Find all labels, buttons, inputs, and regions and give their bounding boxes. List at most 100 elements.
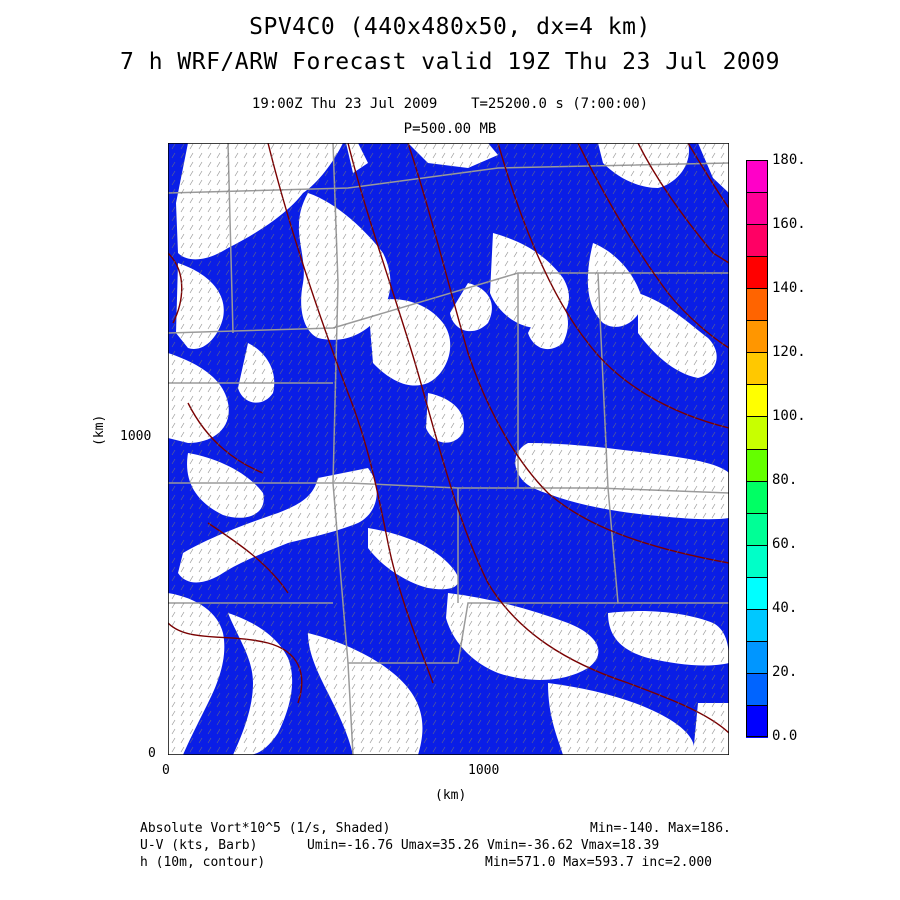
wind-barb	[270, 584, 275, 591]
wind-barb	[459, 269, 464, 276]
wind-barb	[414, 593, 419, 600]
wind-barb	[225, 206, 230, 213]
wind-barb	[450, 350, 455, 357]
wind-barb	[288, 368, 293, 375]
wind-barb	[288, 656, 293, 663]
wind-barb	[396, 566, 401, 573]
wind-barb	[711, 683, 716, 690]
wind-barb	[711, 548, 716, 555]
wind-barb	[441, 242, 446, 249]
wind-barb	[477, 737, 482, 744]
wind-barb	[603, 242, 608, 249]
wind-barb	[423, 206, 428, 213]
wind-barb	[549, 170, 554, 177]
wind-barb	[432, 656, 437, 663]
wind-barb	[477, 611, 482, 618]
wind-barb	[405, 368, 410, 375]
wind-barb	[558, 593, 563, 600]
wind-barb	[324, 737, 329, 744]
wind-barb	[252, 458, 257, 465]
wind-barb	[567, 458, 572, 465]
wind-barb	[243, 665, 248, 672]
wind-barb	[468, 323, 473, 330]
wind-barb	[189, 278, 194, 285]
wind-barb	[225, 467, 230, 474]
wind-barb	[459, 512, 464, 519]
wind-barb	[495, 629, 500, 636]
wind-barb	[522, 143, 527, 150]
wind-barb	[513, 485, 518, 492]
wind-barb	[477, 683, 482, 690]
wind-barb	[621, 557, 626, 564]
wind-barb	[594, 746, 599, 753]
wind-barb	[243, 215, 248, 222]
wind-barb	[351, 620, 356, 627]
wind-barb	[387, 440, 392, 447]
wind-barb	[342, 602, 347, 609]
wind-barb	[432, 179, 437, 186]
wind-barb	[684, 566, 689, 573]
wind-barb	[693, 737, 698, 744]
wind-barb	[450, 683, 455, 690]
wind-barb	[621, 458, 626, 465]
wind-barb	[252, 368, 257, 375]
wind-barb	[198, 323, 203, 330]
wind-barb	[657, 188, 662, 195]
wind-barb	[486, 602, 491, 609]
wind-barb	[549, 323, 554, 330]
wind-barb	[288, 539, 293, 546]
wind-barb	[324, 728, 329, 735]
wind-barb	[351, 683, 356, 690]
wind-barb	[711, 269, 716, 276]
wind-barb	[423, 143, 428, 150]
wind-barb	[693, 476, 698, 483]
wind-barb	[207, 737, 212, 744]
wind-barb	[675, 278, 680, 285]
wind-barb	[567, 548, 572, 555]
wind-barb	[702, 350, 707, 357]
wind-barb	[225, 368, 230, 375]
wind-barb	[315, 728, 320, 735]
wind-barb	[441, 656, 446, 663]
wind-barb	[504, 737, 509, 744]
wind-barb	[594, 377, 599, 384]
wind-barb	[549, 242, 554, 249]
wind-barb	[261, 296, 266, 303]
wind-barb	[189, 692, 194, 699]
wind-barb	[648, 575, 653, 582]
wind-barb	[252, 269, 257, 276]
colorbar-cell	[746, 192, 768, 226]
wind-barb	[333, 719, 338, 726]
wind-barb	[549, 728, 554, 735]
wind-barb	[414, 269, 419, 276]
wind-barb	[369, 332, 374, 339]
wind-barb	[333, 692, 338, 699]
wind-barb	[315, 386, 320, 393]
wind-barb	[711, 215, 716, 222]
wind-barb	[207, 314, 212, 321]
wind-barb	[558, 719, 563, 726]
wind-barb	[459, 332, 464, 339]
wind-barb	[180, 251, 185, 258]
wind-barb	[513, 737, 518, 744]
wind-barb	[324, 440, 329, 447]
wind-barb	[360, 539, 365, 546]
wind-barb	[468, 422, 473, 429]
wind-barb	[423, 584, 428, 591]
wind-barb	[351, 422, 356, 429]
wind-barb	[702, 449, 707, 456]
wind-barb	[189, 341, 194, 348]
wind-barb	[612, 332, 617, 339]
wind-barb	[315, 215, 320, 222]
wind-barb	[243, 269, 248, 276]
wind-barb	[387, 359, 392, 366]
wind-barb	[378, 287, 383, 294]
wind-barb	[693, 548, 698, 555]
wind-barb	[522, 710, 527, 717]
wind-barb	[585, 368, 590, 375]
wind-barb	[279, 719, 284, 726]
wind-barb	[675, 359, 680, 366]
wind-barb	[504, 494, 509, 501]
wind-barb	[423, 215, 428, 222]
wind-barb	[171, 647, 176, 654]
